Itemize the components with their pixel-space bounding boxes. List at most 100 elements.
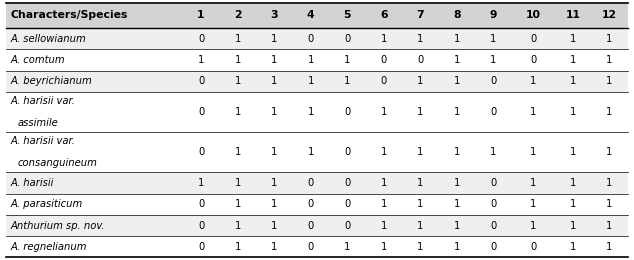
Bar xyxy=(6,70,628,92)
Text: 1: 1 xyxy=(235,107,241,117)
Text: 4: 4 xyxy=(307,10,314,20)
Text: 1: 1 xyxy=(380,147,387,157)
Text: 0: 0 xyxy=(307,242,314,252)
Text: 1: 1 xyxy=(490,55,496,65)
Text: 1: 1 xyxy=(307,76,314,86)
Text: 1: 1 xyxy=(417,199,424,209)
Text: A. regnelianum: A. regnelianum xyxy=(10,242,87,252)
Text: 1: 1 xyxy=(454,147,460,157)
Text: 0: 0 xyxy=(198,34,204,44)
Text: 1: 1 xyxy=(570,34,576,44)
Text: 0: 0 xyxy=(198,76,204,86)
Text: 1: 1 xyxy=(570,107,576,117)
Text: 0: 0 xyxy=(198,220,204,231)
Text: 0: 0 xyxy=(344,34,351,44)
Text: 1: 1 xyxy=(271,220,277,231)
Bar xyxy=(6,215,628,236)
Text: 1: 1 xyxy=(454,242,460,252)
Text: 1: 1 xyxy=(271,178,277,188)
Text: 1: 1 xyxy=(344,55,351,65)
Text: 0: 0 xyxy=(417,55,424,65)
Text: 1: 1 xyxy=(606,147,612,157)
Text: 1: 1 xyxy=(197,10,205,20)
Text: Anthurium sp. nov.: Anthurium sp. nov. xyxy=(10,220,105,231)
Text: 0: 0 xyxy=(344,147,351,157)
Text: 0: 0 xyxy=(198,147,204,157)
Text: 1: 1 xyxy=(490,147,496,157)
Text: consanguineum: consanguineum xyxy=(18,158,98,168)
Text: 1: 1 xyxy=(606,220,612,231)
Text: 1: 1 xyxy=(570,199,576,209)
Text: 1: 1 xyxy=(454,199,460,209)
Text: 0: 0 xyxy=(307,178,314,188)
Text: 0: 0 xyxy=(198,107,204,117)
Bar xyxy=(6,49,628,70)
Text: 7: 7 xyxy=(417,10,424,20)
Text: 1: 1 xyxy=(417,242,424,252)
Text: 1: 1 xyxy=(570,178,576,188)
Text: 1: 1 xyxy=(344,76,351,86)
Text: 0: 0 xyxy=(344,107,351,117)
Text: 0: 0 xyxy=(344,220,351,231)
Text: 1: 1 xyxy=(198,55,204,65)
Text: 1: 1 xyxy=(271,199,277,209)
Text: 1: 1 xyxy=(606,178,612,188)
Text: 1: 1 xyxy=(380,107,387,117)
Bar xyxy=(6,172,628,194)
Text: 1: 1 xyxy=(530,76,536,86)
Text: 1: 1 xyxy=(198,178,204,188)
Text: 1: 1 xyxy=(606,107,612,117)
Text: 1: 1 xyxy=(307,55,314,65)
Text: 5: 5 xyxy=(344,10,351,20)
Text: 1: 1 xyxy=(235,55,241,65)
Text: 6: 6 xyxy=(380,10,387,20)
Text: 0: 0 xyxy=(307,199,314,209)
Text: 10: 10 xyxy=(526,10,541,20)
Text: 1: 1 xyxy=(380,242,387,252)
Text: 0: 0 xyxy=(530,55,536,65)
Text: 0: 0 xyxy=(490,199,496,209)
Text: A. parasiticum: A. parasiticum xyxy=(10,199,82,209)
Text: 0: 0 xyxy=(380,55,387,65)
Text: 0: 0 xyxy=(307,34,314,44)
Text: 1: 1 xyxy=(606,199,612,209)
Text: 1: 1 xyxy=(344,242,351,252)
Text: assimile: assimile xyxy=(18,118,58,128)
Text: 1: 1 xyxy=(307,107,314,117)
Text: A. harisii var.: A. harisii var. xyxy=(10,136,75,146)
Text: 1: 1 xyxy=(307,147,314,157)
Text: A. sellowianum: A. sellowianum xyxy=(10,34,86,44)
Text: 0: 0 xyxy=(490,107,496,117)
Text: 1: 1 xyxy=(380,34,387,44)
Bar xyxy=(6,194,628,215)
Text: 1: 1 xyxy=(530,107,536,117)
Text: 1: 1 xyxy=(530,199,536,209)
Text: 0: 0 xyxy=(530,242,536,252)
Text: 1: 1 xyxy=(606,55,612,65)
Text: 1: 1 xyxy=(454,220,460,231)
Text: 1: 1 xyxy=(271,242,277,252)
Text: 1: 1 xyxy=(235,178,241,188)
Text: 11: 11 xyxy=(566,10,580,20)
Text: 8: 8 xyxy=(453,10,461,20)
Text: 0: 0 xyxy=(530,34,536,44)
Text: 0: 0 xyxy=(490,178,496,188)
Text: 1: 1 xyxy=(271,107,277,117)
Text: 1: 1 xyxy=(235,147,241,157)
Text: 0: 0 xyxy=(490,220,496,231)
Text: 1: 1 xyxy=(606,242,612,252)
Text: 1: 1 xyxy=(417,178,424,188)
Text: A. beyrichianum: A. beyrichianum xyxy=(10,76,92,86)
Text: 0: 0 xyxy=(307,220,314,231)
Text: 1: 1 xyxy=(380,178,387,188)
Text: 0: 0 xyxy=(490,76,496,86)
Text: 1: 1 xyxy=(271,34,277,44)
Text: 1: 1 xyxy=(530,178,536,188)
Text: 1: 1 xyxy=(235,76,241,86)
Text: Characters/Species: Characters/Species xyxy=(10,10,127,20)
Text: 1: 1 xyxy=(606,34,612,44)
Text: 9: 9 xyxy=(489,10,497,20)
Text: 3: 3 xyxy=(270,10,278,20)
Text: 1: 1 xyxy=(417,107,424,117)
Text: A. harisii: A. harisii xyxy=(10,178,53,188)
